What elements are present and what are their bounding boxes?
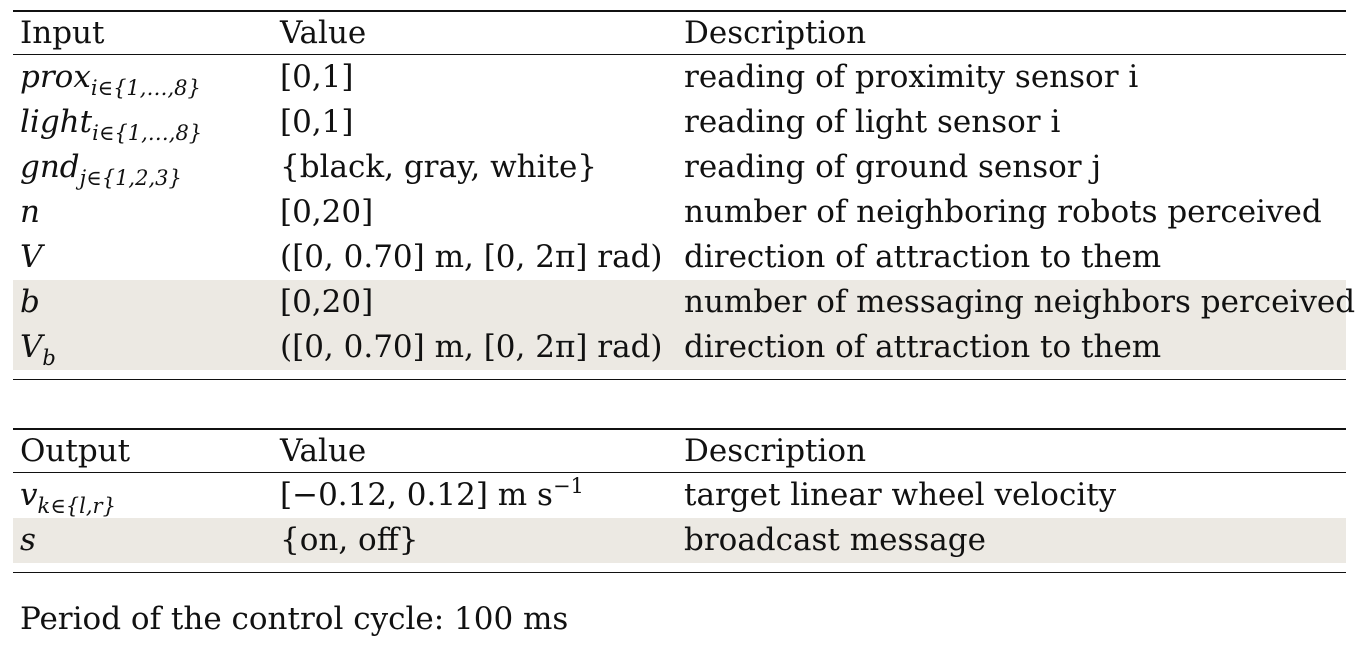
document: Input Value Description proxi∈{1,…,8} [0… — [13, 0, 1355, 655]
table-row-shaded: s {on, off} broadcast message — [13, 518, 1346, 563]
row-description: reading of proximity sensor i — [684, 59, 1139, 95]
row-symbol: s — [20, 522, 36, 558]
mid-rule — [13, 54, 1346, 55]
row-description: target linear wheel velocity — [684, 477, 1117, 513]
row-symbol: vk∈{l,r} — [20, 477, 116, 518]
table-row: vk∈{l,r} [−0.12, 0.12] m s−1 target line… — [13, 473, 1346, 518]
row-description: direction of attraction to them — [684, 239, 1162, 275]
header-output: Output — [20, 433, 131, 469]
row-value: [0,20] — [280, 284, 374, 320]
row-value: {on, off} — [280, 522, 419, 558]
output-table-header: Output Value Description — [13, 430, 1346, 472]
row-symbol: n — [20, 194, 40, 230]
row-symbol: proxi∈{1,…,8} — [20, 59, 201, 100]
table-row: gndj∈{1,2,3} {black, gray, white} readin… — [13, 145, 1346, 190]
header-description: Description — [684, 15, 867, 51]
row-value: {black, gray, white} — [280, 149, 598, 185]
table-row: n [0,20] number of neighboring robots pe… — [13, 190, 1346, 235]
input-table: Input Value Description proxi∈{1,…,8} [0… — [13, 10, 1355, 380]
table-row: proxi∈{1,…,8} [0,1] reading of proximity… — [13, 55, 1346, 100]
header-value: Value — [280, 15, 367, 51]
row-value: ([0, 0.70] m, [0, 2π] rad) — [280, 239, 663, 275]
top-rule — [13, 428, 1346, 430]
row-description: number of neighboring robots perceived — [684, 194, 1322, 230]
bottom-rule — [13, 379, 1346, 380]
row-value: [−0.12, 0.12] m s−1 — [280, 474, 584, 514]
row-value: [0,1] — [280, 59, 354, 95]
input-table-header: Input Value Description — [13, 12, 1346, 54]
table-row: lighti∈{1,…,8} [0,1] reading of light se… — [13, 100, 1346, 145]
table-row-shaded: b [0,20] number of messaging neighbors p… — [13, 280, 1355, 325]
row-symbol: lighti∈{1,…,8} — [20, 104, 203, 145]
top-rule — [13, 10, 1346, 12]
mid-rule — [13, 472, 1346, 473]
table-row-shaded: Vb ([0, 0.70] m, [0, 2π] rad) direction … — [13, 325, 1346, 370]
header-input: Input — [20, 15, 105, 51]
row-description: broadcast message — [684, 522, 986, 558]
row-symbol: Vb — [20, 329, 56, 370]
row-value: [0,1] — [280, 104, 354, 140]
output-table: Output Value Description vk∈{l,r} [−0.12… — [13, 428, 1346, 573]
bottom-rule — [13, 572, 1346, 573]
row-description: reading of ground sensor j — [684, 149, 1102, 185]
row-description: reading of light sensor i — [684, 104, 1061, 140]
header-description: Description — [684, 433, 867, 469]
row-symbol: V — [20, 239, 43, 275]
row-value: [0,20] — [280, 194, 374, 230]
row-value: ([0, 0.70] m, [0, 2π] rad) — [280, 329, 663, 365]
row-symbol: b — [20, 284, 40, 320]
row-description: number of messaging neighbors perceived — [684, 284, 1356, 320]
table-row: V ([0, 0.70] m, [0, 2π] rad) direction o… — [13, 235, 1346, 280]
row-symbol: gndj∈{1,2,3} — [20, 149, 182, 190]
footnote: Period of the control cycle: 100 ms — [20, 601, 569, 637]
row-description: direction of attraction to them — [684, 329, 1162, 365]
header-value: Value — [280, 433, 367, 469]
